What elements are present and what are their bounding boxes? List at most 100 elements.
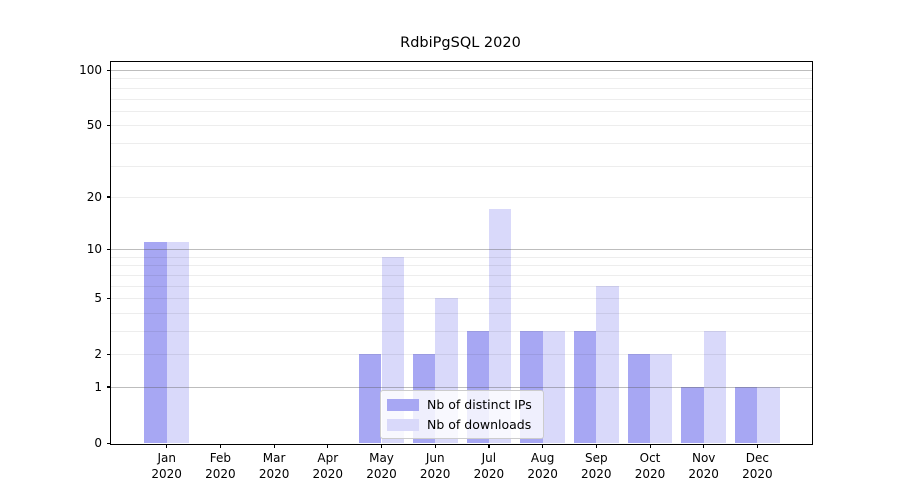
x-tick-year: 2020 <box>258 467 290 481</box>
y-gridline-minor <box>111 165 812 167</box>
y-axis-tick <box>107 69 111 71</box>
x-axis-tick <box>542 444 544 448</box>
y-gridline-major <box>111 249 812 251</box>
x-axis-tick-label: Dec 2020 <box>725 450 789 482</box>
x-axis-tick <box>595 444 597 448</box>
y-axis-tick-label: 5 <box>94 291 102 306</box>
y-axis-tick <box>107 442 111 444</box>
x-axis-tick <box>434 444 436 448</box>
legend-label-downloads: Nb of downloads <box>427 417 532 432</box>
x-axis-tick <box>166 444 168 448</box>
y-gridline-minor <box>111 78 812 80</box>
legend-item-distinct-ips: Nb of distinct IPs <box>387 397 534 412</box>
x-tick-month: Apr <box>317 451 339 465</box>
y-axis-tick-label: 0 <box>94 436 102 450</box>
y-gridline-minor <box>111 98 812 100</box>
y-gridline-minor <box>111 142 812 144</box>
y-axis-tick <box>107 196 111 198</box>
bar-downloads-dec <box>757 386 780 443</box>
y-gridline-minor <box>111 354 812 356</box>
x-axis-tick <box>327 444 329 448</box>
y-axis-tick <box>107 297 111 299</box>
y-axis-tick <box>107 124 111 126</box>
plot-area <box>110 61 813 445</box>
x-tick-year: 2020 <box>742 467 773 481</box>
x-tick-month: Nov <box>691 451 716 465</box>
x-tick-year: 2020 <box>527 467 558 481</box>
bar-distinct-ips-jan <box>144 242 167 443</box>
y-gridline-major <box>111 70 812 72</box>
y-axis-tick <box>107 353 111 355</box>
legend-item-downloads: Nb of downloads <box>387 417 534 432</box>
x-tick-month: Jun <box>425 451 445 465</box>
x-axis-tick-label: May 2020 <box>350 450 414 482</box>
x-axis-tick <box>703 444 705 448</box>
y-gridline-minor <box>111 125 812 127</box>
y-axis-tick-label: 100 <box>79 63 102 78</box>
y-gridline-minor <box>111 312 812 314</box>
x-tick-year: 2020 <box>151 467 182 481</box>
legend-label-distinct-ips: Nb of distinct IPs <box>427 397 532 412</box>
x-tick-month: Jul <box>481 451 497 465</box>
legend: Nb of distinct IPs Nb of downloads <box>380 390 544 439</box>
x-axis-tick-label: Aug 2020 <box>511 450 575 482</box>
y-axis-tick-label: 10 <box>86 242 102 257</box>
x-axis-tick-label: Apr 2020 <box>296 450 360 482</box>
x-tick-year: 2020 <box>473 467 505 481</box>
x-axis-tick <box>219 444 222 448</box>
x-axis-tick-label: Nov 2020 <box>672 450 736 482</box>
y-gridline-minor <box>111 298 812 300</box>
bar-distinct-ips-may <box>359 354 382 443</box>
y-axis-tick-label: 2 <box>94 347 102 362</box>
chart-title: RdbiPgSQL 2020 <box>400 35 521 51</box>
x-axis-tick <box>649 444 651 448</box>
x-tick-year: 2020 <box>312 467 344 481</box>
bar-downloads-nov <box>703 330 727 443</box>
y-axis-tick-label: 50 <box>86 118 102 133</box>
bar-distinct-ips-sep <box>573 330 597 443</box>
bar-distinct-ips-oct <box>627 354 650 443</box>
bar-downloads-oct <box>650 354 673 443</box>
x-axis-tick <box>488 444 490 448</box>
y-axis-tick <box>107 248 111 250</box>
x-tick-month: Mar <box>262 451 286 465</box>
x-tick-month: Sep <box>584 451 608 465</box>
x-axis-tick-label: Jan 2020 <box>135 450 199 482</box>
legend-swatch-downloads <box>387 418 419 431</box>
x-tick-month: Oct <box>639 451 661 465</box>
x-axis-tick <box>381 444 383 448</box>
x-tick-month: Jan <box>157 451 176 465</box>
x-axis-tick-label: Oct 2020 <box>618 450 682 482</box>
x-axis-tick-label: Mar 2020 <box>242 450 306 482</box>
x-tick-year: 2020 <box>581 467 612 481</box>
y-gridline-minor <box>111 256 812 258</box>
y-gridline-minor <box>111 274 812 276</box>
y-gridline-minor <box>111 110 812 112</box>
x-tick-year: 2020 <box>688 467 719 481</box>
x-axis-tick-label: Jul 2020 <box>457 450 521 482</box>
y-axis-tick-label: 20 <box>86 189 102 204</box>
bar-distinct-ips-dec <box>735 386 758 443</box>
x-axis-tick-label: Feb 2020 <box>188 450 252 482</box>
x-axis-tick-label: Jun 2020 <box>403 450 467 482</box>
x-tick-year: 2020 <box>634 467 666 481</box>
x-tick-month: Dec <box>745 451 769 465</box>
bar-downloads-sep <box>596 285 619 443</box>
x-axis-tick-label: Sep 2020 <box>564 450 628 482</box>
bar-distinct-ips-nov <box>681 386 704 443</box>
x-tick-year: 2020 <box>366 467 397 481</box>
x-tick-year: 2020 <box>205 467 236 481</box>
x-tick-month: May <box>369 451 394 465</box>
x-axis-tick <box>756 444 759 448</box>
bar-downloads-jul <box>488 209 512 443</box>
y-gridline-major <box>111 386 812 388</box>
legend-swatch-distinct-ips <box>387 398 419 411</box>
y-gridline-minor <box>111 330 812 332</box>
bar-downloads-jan <box>166 242 190 443</box>
x-tick-month: Aug <box>530 451 555 465</box>
y-gridline-minor <box>111 196 812 198</box>
x-axis-tick <box>273 444 275 448</box>
y-axis-tick <box>107 386 111 388</box>
y-axis-tick-label: 1 <box>94 379 102 394</box>
x-tick-month: Feb <box>209 451 232 465</box>
